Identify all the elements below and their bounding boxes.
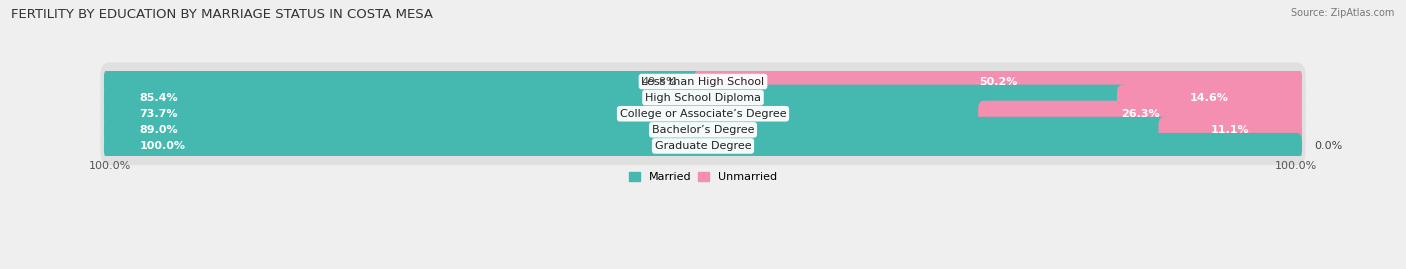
Text: 14.6%: 14.6% xyxy=(1189,93,1229,103)
FancyBboxPatch shape xyxy=(1159,117,1302,143)
Text: 89.0%: 89.0% xyxy=(139,125,179,135)
FancyBboxPatch shape xyxy=(979,101,1302,127)
FancyBboxPatch shape xyxy=(100,62,1306,101)
Text: 100.0%: 100.0% xyxy=(139,141,186,151)
Text: 85.4%: 85.4% xyxy=(139,93,179,103)
FancyBboxPatch shape xyxy=(104,69,707,95)
FancyBboxPatch shape xyxy=(100,95,1306,133)
Text: Bachelor’s Degree: Bachelor’s Degree xyxy=(652,125,754,135)
FancyBboxPatch shape xyxy=(104,133,1302,159)
Text: Less than High School: Less than High School xyxy=(641,77,765,87)
Text: 11.1%: 11.1% xyxy=(1211,125,1250,135)
Text: 50.2%: 50.2% xyxy=(979,77,1018,87)
Text: 26.3%: 26.3% xyxy=(1121,109,1160,119)
FancyBboxPatch shape xyxy=(100,79,1306,117)
FancyBboxPatch shape xyxy=(695,69,1302,95)
FancyBboxPatch shape xyxy=(1116,85,1302,111)
FancyBboxPatch shape xyxy=(104,85,1129,111)
FancyBboxPatch shape xyxy=(100,111,1306,149)
Legend: Married, Unmarried: Married, Unmarried xyxy=(624,167,782,187)
Text: College or Associate’s Degree: College or Associate’s Degree xyxy=(620,109,786,119)
FancyBboxPatch shape xyxy=(100,127,1306,165)
Text: 0.0%: 0.0% xyxy=(1313,141,1343,151)
Text: High School Diploma: High School Diploma xyxy=(645,93,761,103)
Text: 49.8%: 49.8% xyxy=(641,77,676,87)
Text: FERTILITY BY EDUCATION BY MARRIAGE STATUS IN COSTA MESA: FERTILITY BY EDUCATION BY MARRIAGE STATU… xyxy=(11,8,433,21)
FancyBboxPatch shape xyxy=(104,101,990,127)
Text: Source: ZipAtlas.com: Source: ZipAtlas.com xyxy=(1291,8,1395,18)
FancyBboxPatch shape xyxy=(104,117,1171,143)
Text: 73.7%: 73.7% xyxy=(139,109,179,119)
Text: Graduate Degree: Graduate Degree xyxy=(655,141,751,151)
